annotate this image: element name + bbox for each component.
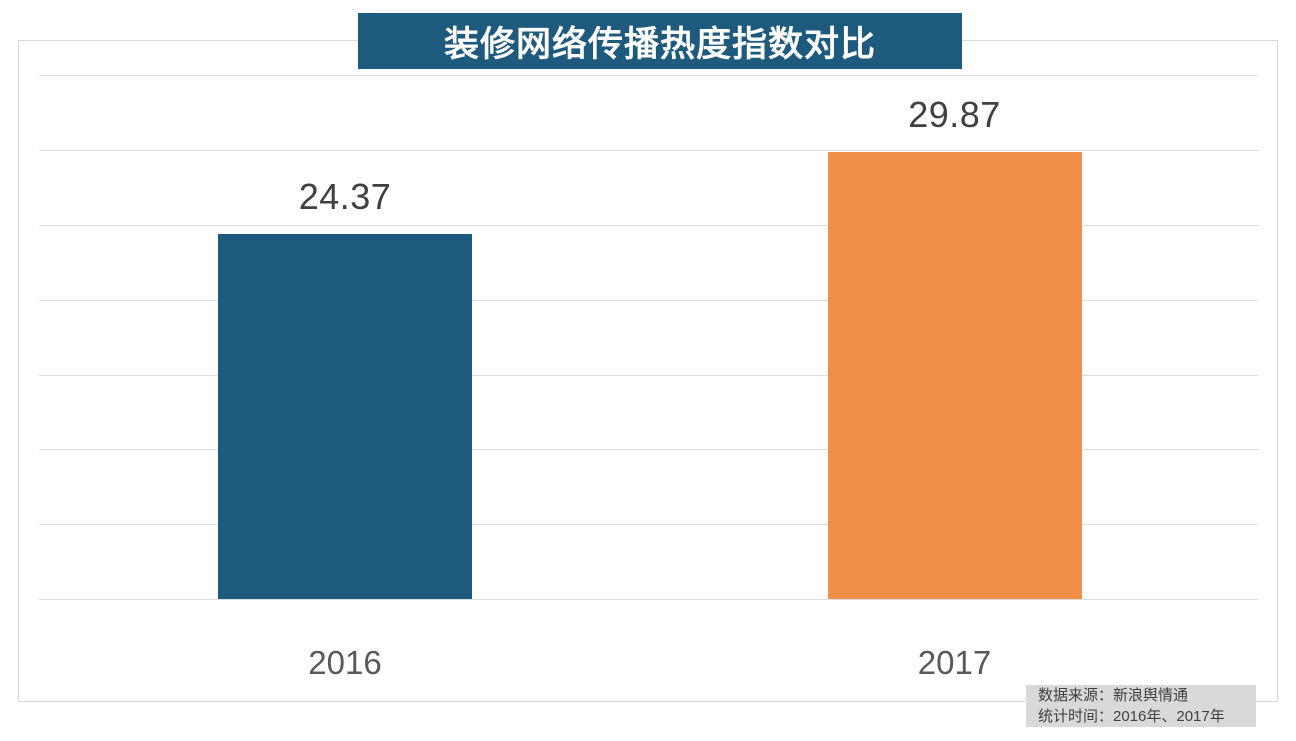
gridline-5	[39, 524, 1258, 526]
axis-label-2017: 2017	[917, 644, 992, 681]
gridline-15	[39, 374, 1258, 376]
value-label-2017: 29.87	[908, 94, 1001, 135]
axis-label-2016: 2016	[308, 644, 382, 681]
source-note-line-2: 统计时间：2016年、2017年	[1038, 708, 1225, 725]
gridline-20	[39, 299, 1258, 301]
bar-2017	[827, 152, 1082, 599]
gridline-10	[39, 449, 1258, 451]
chart-title-banner: 装修网络传播热度指数对比	[358, 13, 962, 69]
gridline-35	[39, 75, 1258, 77]
source-note: 数据来源：新浪舆情通 统计时间：2016年、2017年	[1026, 685, 1256, 727]
gridline-25	[39, 225, 1258, 226]
plot-area: 24.37 2016 29.87 2017	[18, 40, 1278, 702]
chart-title: 装修网络传播热度指数对比	[443, 24, 876, 64]
source-note-line-1: 数据来源：新浪舆情通	[1038, 687, 1189, 704]
gridline-30	[39, 150, 1258, 152]
value-label-2016: 24.37	[298, 176, 392, 217]
gridline-0	[39, 599, 1258, 600]
bar-2016	[218, 234, 472, 599]
